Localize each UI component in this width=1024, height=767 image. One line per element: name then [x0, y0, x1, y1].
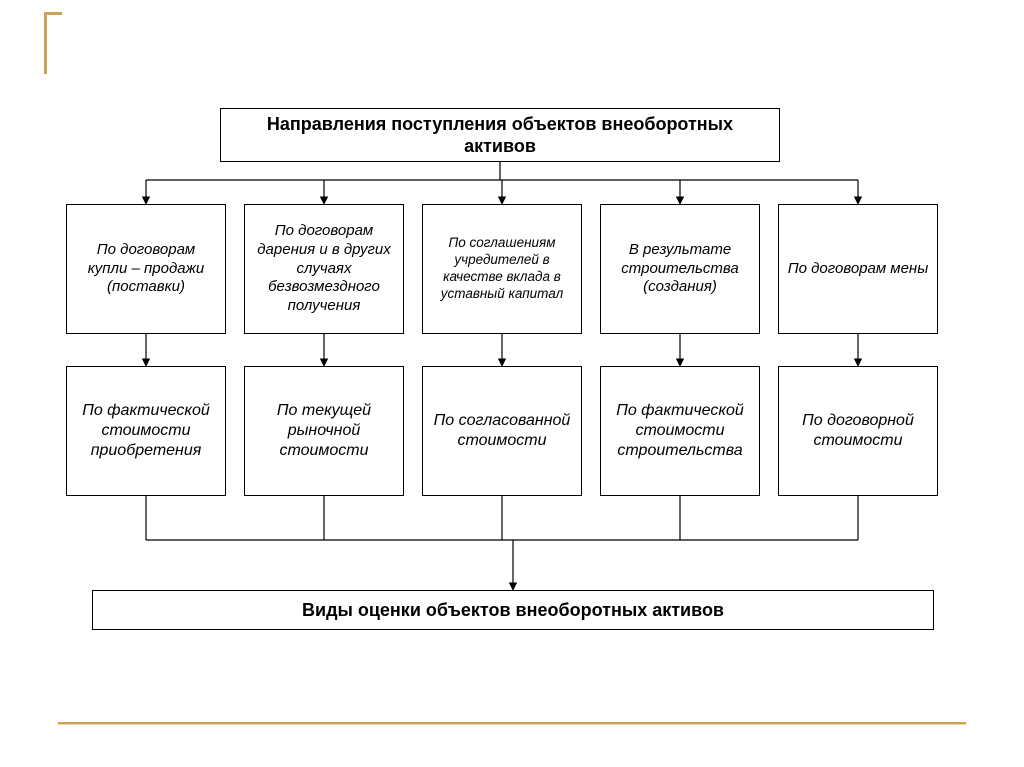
source-label: По договорам купли – продажи (поставки) [75, 241, 217, 297]
valuation-box-3: По фактической стоимости строительства [600, 366, 760, 496]
valuation-label: По фактической стоимости строительства [609, 401, 751, 461]
source-label: По договорам дарения и в других случаях … [253, 222, 395, 316]
diagram-bottom-box: Виды оценки объектов внеоборотных активо… [92, 590, 934, 630]
source-box-3: В результате строительства (создания) [600, 204, 760, 334]
valuation-label: По текущей рыночной стоимости [253, 401, 395, 461]
valuation-box-0: По фактической стоимости приобретения [66, 366, 226, 496]
diagram-bottom-title: Виды оценки объектов внеоборотных активо… [302, 599, 724, 622]
source-label: В результате строительства (создания) [609, 241, 751, 297]
valuation-label: По согласованной стоимости [431, 411, 573, 451]
diagram-title: Направления поступления объектов внеобор… [229, 113, 771, 158]
source-label: По соглашениям учредителей в качестве вк… [431, 235, 573, 303]
valuation-label: По договорной стоимости [787, 411, 929, 451]
source-label: По договорам мены [788, 260, 928, 279]
valuation-label: По фактической стоимости приобретения [75, 401, 217, 461]
diagram-title-box: Направления поступления объектов внеобор… [220, 108, 780, 162]
source-box-4: По договорам мены [778, 204, 938, 334]
valuation-box-1: По текущей рыночной стоимости [244, 366, 404, 496]
valuation-box-4: По договорной стоимости [778, 366, 938, 496]
source-box-2: По соглашениям учредителей в качестве вк… [422, 204, 582, 334]
source-box-0: По договорам купли – продажи (поставки) [66, 204, 226, 334]
diagram-canvas: Направления поступления объектов внеобор… [0, 0, 1024, 767]
source-box-1: По договорам дарения и в других случаях … [244, 204, 404, 334]
valuation-box-2: По согласованной стоимости [422, 366, 582, 496]
